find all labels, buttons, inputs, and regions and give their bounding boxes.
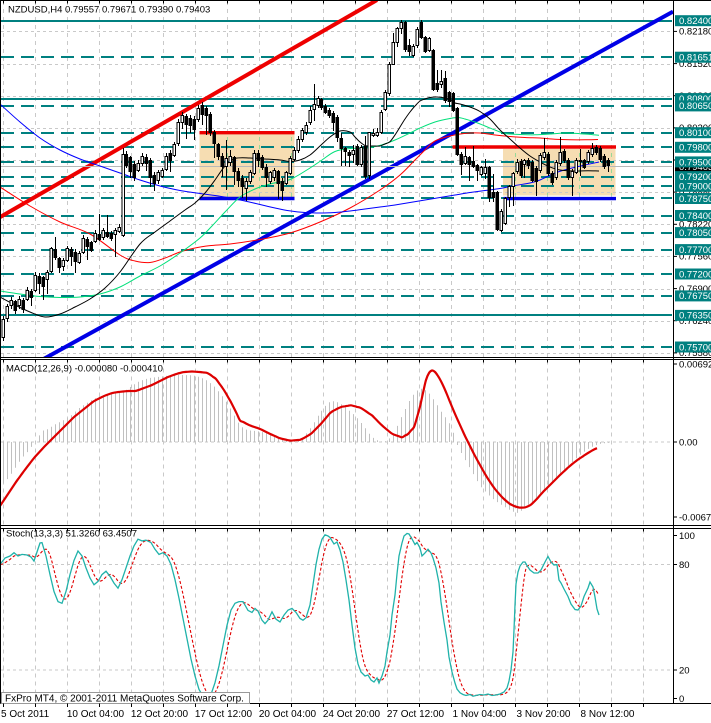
svg-text:5 Oct 2011: 5 Oct 2011 bbox=[1, 709, 50, 720]
svg-text:Stoch(13,3,3) 51.3260 63.4507: Stoch(13,3,3) 51.3260 63.4507 bbox=[6, 529, 137, 540]
svg-text:80: 80 bbox=[679, 560, 690, 571]
svg-text:17 Oct 12:00: 17 Oct 12:00 bbox=[195, 709, 253, 720]
svg-text:0.75580: 0.75580 bbox=[679, 348, 711, 359]
svg-text:0.78400: 0.78400 bbox=[679, 211, 711, 222]
svg-text:0.81651: 0.81651 bbox=[679, 52, 711, 63]
svg-text:3 Nov 20:00: 3 Nov 20:00 bbox=[517, 709, 571, 720]
svg-text:0.79000: 0.79000 bbox=[679, 182, 711, 193]
svg-text:0.76750: 0.76750 bbox=[679, 291, 711, 302]
svg-text:0.78880: 0.78880 bbox=[679, 187, 711, 198]
svg-text:0.77700: 0.77700 bbox=[679, 245, 711, 256]
svg-text:12 Oct 20:00: 12 Oct 20:00 bbox=[131, 709, 189, 720]
svg-text:0.80650: 0.80650 bbox=[679, 101, 711, 112]
svg-text:0.78750: 0.78750 bbox=[679, 194, 711, 205]
svg-text:0.78220: 0.78220 bbox=[679, 220, 711, 231]
svg-text:NZDUSD,H4 0.79557 0.79671 0.7: NZDUSD,H4 0.79557 0.79671 0.79390 0.7940… bbox=[8, 5, 210, 16]
svg-text:20 Oct 04:00: 20 Oct 04:00 bbox=[259, 709, 317, 720]
svg-text:0.75700: 0.75700 bbox=[679, 342, 711, 353]
svg-text:-0.00675: -0.00675 bbox=[679, 512, 711, 523]
svg-text:24 Oct 20:00: 24 Oct 20:00 bbox=[323, 709, 381, 720]
svg-text:0: 0 bbox=[679, 694, 684, 705]
svg-text:MACD(12,26,9) -0.000080 -0.000: MACD(12,26,9) -0.000080 -0.000410 bbox=[6, 363, 163, 374]
svg-text:0.00: 0.00 bbox=[679, 437, 698, 448]
svg-text:0.82400: 0.82400 bbox=[679, 16, 711, 27]
svg-text:0.77560: 0.77560 bbox=[679, 252, 711, 263]
svg-text:0.76240: 0.76240 bbox=[679, 316, 711, 327]
svg-text:27 Oct 12:00: 27 Oct 12:00 bbox=[387, 709, 445, 720]
svg-text:0.00692: 0.00692 bbox=[679, 359, 711, 370]
svg-text:0.80800: 0.80800 bbox=[679, 94, 711, 105]
svg-text:0.80100: 0.80100 bbox=[679, 128, 711, 139]
svg-text:FxPro MT4, © 2001-2011 MetaQuo: FxPro MT4, © 2001-2011 MetaQuotes Softwa… bbox=[5, 694, 244, 705]
svg-text:0.79500: 0.79500 bbox=[679, 157, 711, 168]
svg-text:8 Nov 12:00: 8 Nov 12:00 bbox=[581, 709, 635, 720]
svg-text:0.78050: 0.78050 bbox=[679, 228, 711, 239]
svg-text:0.79200: 0.79200 bbox=[679, 172, 711, 183]
svg-text:0.76900: 0.76900 bbox=[679, 284, 711, 295]
svg-text:0.79800: 0.79800 bbox=[679, 143, 711, 154]
svg-text:100: 100 bbox=[679, 531, 695, 542]
svg-text:0.82180: 0.82180 bbox=[679, 27, 711, 38]
svg-text:20: 20 bbox=[679, 665, 690, 676]
svg-text:0.77200: 0.77200 bbox=[679, 269, 711, 280]
svg-text:10 Oct 04:00: 10 Oct 04:00 bbox=[67, 709, 125, 720]
svg-text:1 Nov 04:00: 1 Nov 04:00 bbox=[453, 709, 507, 720]
svg-text:0.76350: 0.76350 bbox=[679, 311, 711, 322]
svg-text:0.81520: 0.81520 bbox=[679, 59, 711, 70]
